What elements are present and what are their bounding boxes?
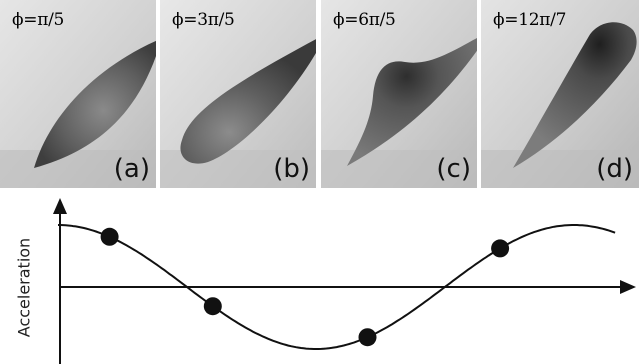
droplet-c	[347, 38, 477, 166]
phase-marker-d	[491, 239, 510, 258]
phase-marker-c	[358, 328, 377, 347]
photo-panels: ϕ=π/5 (a) ϕ=3π/5 (b)	[0, 0, 639, 188]
phase-label-d: ϕ=12π/7	[493, 10, 567, 30]
droplet-d	[513, 22, 637, 168]
phase-marker-b	[203, 297, 222, 316]
panel-label-d: (d)	[596, 154, 633, 184]
phase-label-b: ϕ=3π/5	[172, 10, 235, 30]
panel-label-b: (b)	[273, 154, 310, 184]
panel-a: ϕ=π/5 (a)	[0, 0, 156, 188]
panel-b-photo	[160, 0, 316, 188]
droplet-a	[34, 40, 156, 168]
panel-a-photo	[0, 0, 156, 188]
panel-d: ϕ=12π/7 (d)	[481, 0, 639, 188]
phase-label-c: ϕ=6π/5	[333, 10, 396, 30]
y-axis-label: Acceleration	[14, 237, 34, 338]
panel-c: ϕ=6π/5 (c)	[321, 0, 477, 188]
acceleration-curve	[58, 224, 616, 350]
acceleration-graph	[53, 198, 636, 364]
panel-c-photo	[321, 0, 477, 188]
y-axis-arrow	[53, 198, 67, 214]
panel-b: ϕ=3π/5 (b)	[160, 0, 316, 188]
x-axis-arrow	[620, 280, 636, 294]
panel-d-photo	[481, 0, 639, 188]
phase-label-a: ϕ=π/5	[12, 10, 65, 30]
droplet-b	[180, 39, 316, 164]
panel-label-c: (c)	[436, 154, 471, 184]
panel-label-a: (a)	[113, 154, 150, 184]
phase-markers	[100, 227, 510, 347]
phase-marker-a	[100, 227, 119, 246]
